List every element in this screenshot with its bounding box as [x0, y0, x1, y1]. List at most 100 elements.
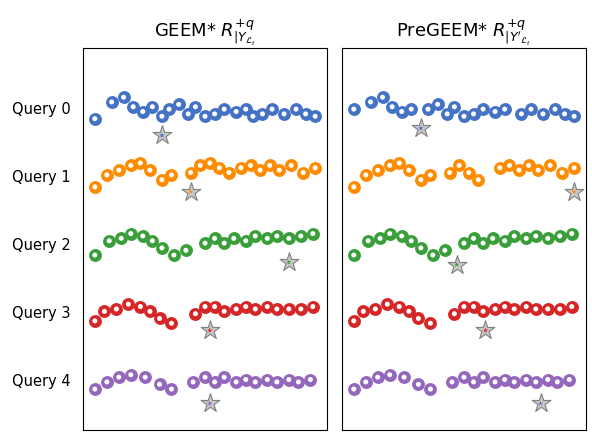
Point: [155, 315, 164, 322]
Point: [102, 378, 111, 385]
Point: [361, 171, 371, 178]
Point: [157, 113, 166, 120]
Text: Query 3: Query 3: [12, 306, 70, 321]
Point: [500, 105, 509, 112]
Point: [250, 233, 260, 240]
Point: [90, 184, 99, 191]
Point: [543, 235, 552, 242]
Point: [490, 306, 500, 312]
Point: [210, 235, 219, 242]
Point: [400, 374, 409, 381]
Point: [107, 99, 117, 105]
Point: [543, 306, 552, 312]
Point: [478, 374, 488, 381]
Point: [394, 303, 404, 310]
Point: [90, 115, 99, 122]
Point: [90, 317, 99, 324]
Point: [500, 237, 509, 244]
Point: [459, 303, 469, 310]
Point: [373, 167, 382, 174]
Point: [567, 230, 577, 237]
Point: [291, 105, 301, 112]
Point: [157, 132, 166, 139]
Point: [550, 105, 559, 112]
Point: [531, 378, 540, 385]
Point: [272, 233, 282, 240]
Point: [200, 303, 210, 310]
Point: [464, 169, 474, 176]
Point: [305, 376, 315, 383]
Point: [112, 306, 121, 312]
Point: [279, 110, 289, 117]
Point: [490, 378, 500, 385]
Point: [284, 235, 294, 242]
Point: [490, 108, 500, 115]
Point: [241, 237, 250, 244]
Point: [210, 303, 219, 310]
Point: [414, 381, 423, 388]
Point: [440, 247, 449, 254]
Point: [349, 184, 359, 191]
Title: PreGEEM* $R_{|Y'_{\mathcal{L}_t}}^{+q}$: PreGEEM* $R_{|Y'_{\mathcal{L}_t}}^{+q}$: [396, 17, 532, 48]
Point: [459, 113, 469, 120]
Point: [407, 237, 416, 244]
Point: [210, 378, 219, 385]
Point: [416, 244, 426, 251]
Point: [294, 378, 303, 385]
Point: [186, 169, 195, 176]
Point: [349, 317, 359, 324]
Point: [114, 374, 124, 381]
Point: [469, 110, 478, 117]
Point: [136, 160, 145, 167]
Point: [397, 108, 407, 115]
Point: [184, 110, 193, 117]
Point: [469, 303, 478, 310]
Point: [104, 237, 114, 244]
Point: [426, 320, 435, 327]
Point: [102, 378, 111, 385]
Point: [90, 115, 99, 122]
Point: [258, 110, 267, 117]
Point: [522, 303, 531, 310]
Point: [90, 252, 99, 259]
Point: [555, 233, 565, 240]
Point: [531, 233, 540, 240]
Point: [220, 374, 229, 381]
Point: [555, 306, 565, 312]
Point: [138, 108, 147, 115]
Point: [231, 378, 241, 385]
Point: [416, 125, 426, 132]
Point: [255, 167, 265, 174]
Point: [394, 160, 404, 167]
Point: [138, 233, 147, 240]
Point: [215, 164, 224, 171]
Point: [382, 301, 392, 308]
Point: [126, 162, 136, 169]
Point: [229, 235, 239, 242]
Point: [174, 101, 184, 108]
Point: [296, 306, 305, 312]
Point: [126, 372, 136, 378]
Point: [394, 303, 404, 310]
Point: [371, 306, 380, 312]
Point: [459, 240, 469, 247]
Point: [279, 110, 289, 117]
Point: [510, 233, 519, 240]
Point: [426, 171, 435, 178]
Point: [531, 306, 540, 312]
Point: [373, 374, 382, 381]
Point: [287, 162, 296, 169]
Text: Query 4: Query 4: [12, 375, 70, 389]
Point: [397, 233, 407, 240]
Point: [469, 110, 478, 117]
Point: [305, 376, 315, 383]
Point: [145, 308, 155, 315]
Point: [500, 376, 509, 383]
Point: [90, 386, 99, 392]
Point: [400, 374, 409, 381]
Point: [262, 235, 272, 242]
Point: [440, 247, 449, 254]
Point: [205, 160, 214, 167]
Point: [250, 378, 260, 385]
Point: [250, 306, 260, 312]
